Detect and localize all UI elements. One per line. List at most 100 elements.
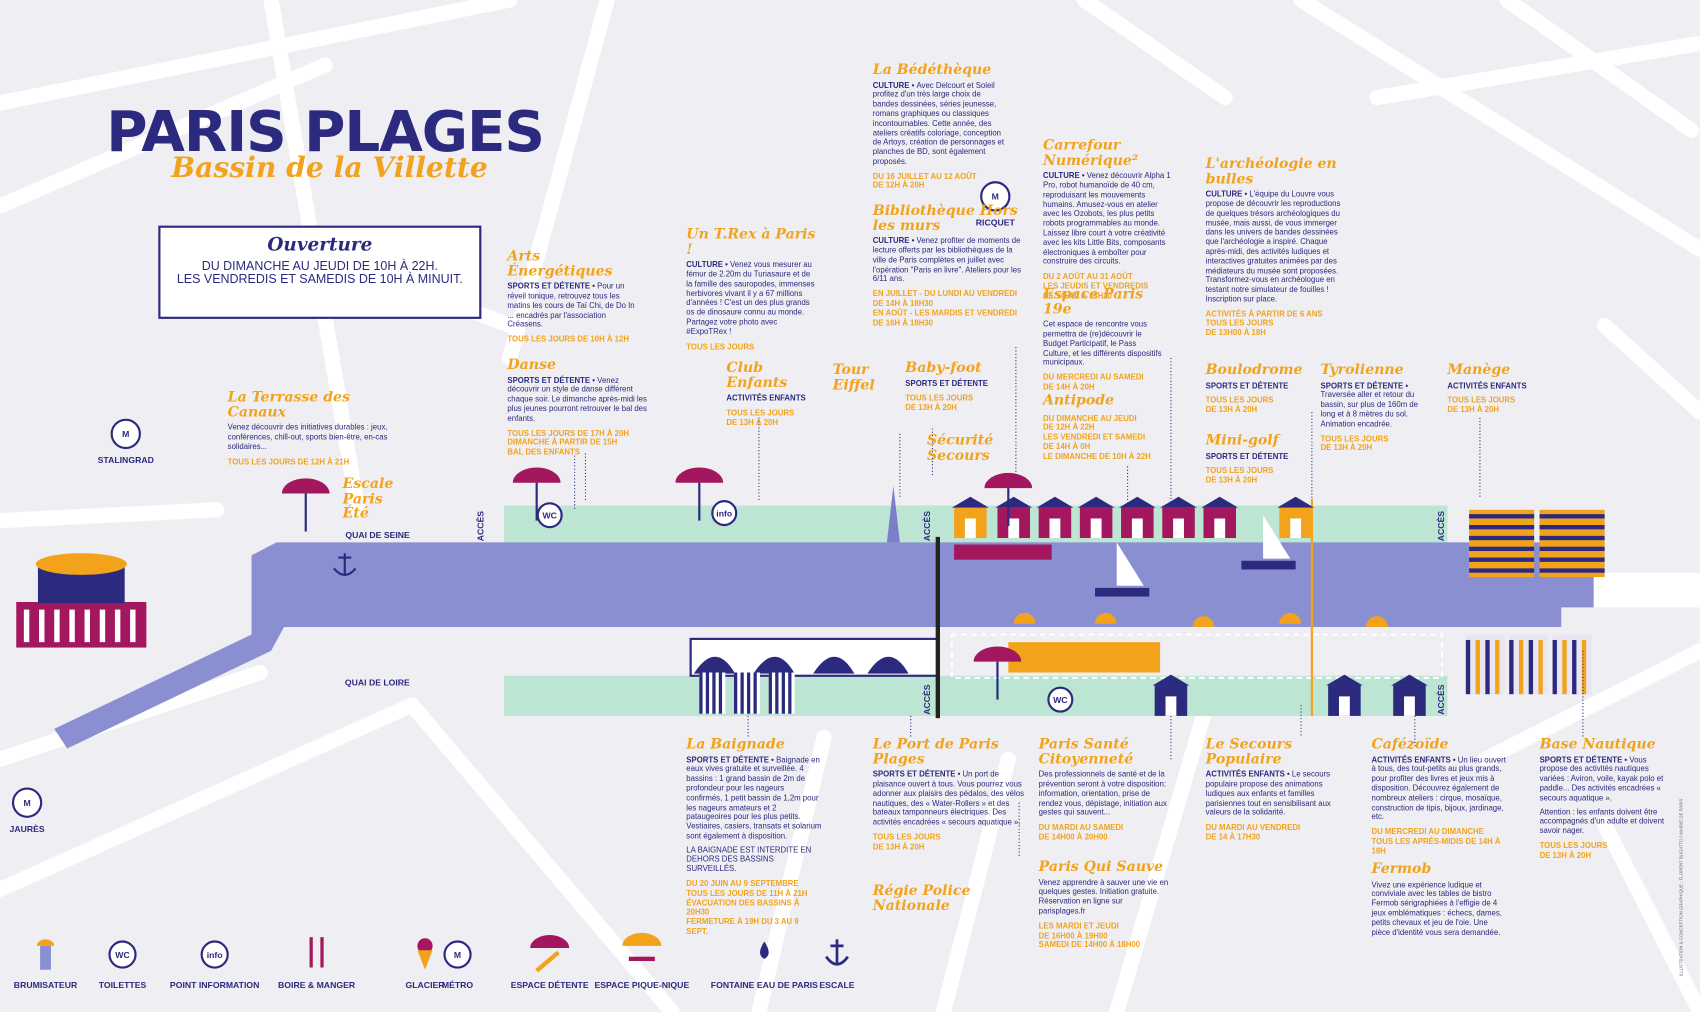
separator: •	[590, 281, 598, 292]
umbrella	[973, 646, 1022, 662]
activity-text: Venez apprendre à sauver une vie en quel…	[1039, 877, 1169, 916]
column	[54, 609, 60, 643]
legend-icon	[760, 941, 769, 959]
activity-description: Pour un réveil tonique, retrouvez tous l…	[507, 281, 635, 330]
stripe	[1469, 524, 1535, 530]
metro-icon	[980, 181, 1011, 212]
schedule-line: DE 13H À 20H	[1205, 475, 1258, 486]
stripe	[788, 672, 792, 714]
access-label: ACCÈS	[922, 511, 932, 542]
separator: •	[955, 769, 963, 780]
schedule-line: TOUS LES JOURS	[1320, 433, 1389, 444]
activity-category: SPORTS ET DÉTENTE	[507, 374, 591, 385]
wc-icon-label: WC	[542, 510, 557, 520]
column	[99, 609, 106, 643]
activity: Baby-foot SPORTS ET DÉTENTE TOUS LES JOURS…	[905, 361, 997, 413]
activity-text: ACTIVITÉS ENFANTS • Un lieu ouvert à tou…	[1372, 755, 1508, 823]
legend-icon	[417, 950, 433, 970]
legend-icon	[36, 939, 55, 946]
schedule-line: TOUS LES JOURS DE 10H À 12H	[507, 334, 629, 345]
activity-category: CULTURE	[872, 235, 910, 246]
stripe	[1539, 514, 1605, 519]
hut-roof	[1325, 674, 1363, 686]
schedule-line: DE 12H À 20H	[872, 180, 925, 191]
activity-name: Base Nautique	[1539, 736, 1656, 753]
legend-icon-label: WC	[115, 950, 130, 960]
stripe	[1581, 639, 1587, 695]
activity-text: CULTURE • Venez découvrir Alpha 1 Pro, r…	[1043, 170, 1175, 267]
wc-icon	[1047, 686, 1074, 713]
street	[1597, 317, 1700, 420]
umbrella	[281, 478, 330, 494]
metro-icon-label: M	[23, 798, 30, 808]
pool-wave	[867, 656, 909, 674]
activity-name: Sécurité Secours	[926, 432, 994, 464]
activity-name: La Baignade	[686, 736, 785, 753]
schedule-line: LES VENDREDI ET SAMEDI	[1043, 431, 1146, 442]
activity-schedule: DU MARDI AU VENDREDI DE 14 À 17H30	[1206, 823, 1352, 842]
activity-description: Avec Delcourt et Soleil profitez d'un tr…	[872, 79, 1005, 166]
activity-name: Paris Qui Sauve	[1038, 859, 1164, 876]
activity-category: SPORTS ET DÉTENTE	[507, 281, 591, 292]
schedule-line: DE 13H À 20H	[1320, 442, 1373, 453]
street	[0, 697, 420, 898]
street	[0, 57, 333, 214]
separator: •	[1079, 170, 1087, 181]
activity-schedule: DU DIMANCHE AU JEUDI DE 12H À 22H LES VEND…	[1043, 413, 1162, 462]
activity: L'archéologie en bulles CULTURE • L'équip…	[1206, 157, 1342, 338]
hull	[1095, 587, 1150, 597]
schedule-line: SAMEDI DE 14H00 À 18H00	[1038, 939, 1141, 950]
activity-description: Un port de plaisance ouvert à tous. Vous…	[872, 769, 1024, 827]
street	[1369, 35, 1700, 106]
quay	[504, 675, 1448, 716]
activity-schedule: TOUS LES JOURS	[686, 341, 816, 352]
hut-door	[964, 518, 976, 539]
separator: •	[1284, 769, 1292, 780]
schedule-line: EN AOÛT - LES MARDIS ET VENDREDI	[872, 307, 1018, 318]
quay-label: QUAI DE LOIRE	[345, 678, 410, 688]
schedule-line: LE DIMANCHE DE 10H À 22H	[1043, 450, 1151, 461]
stripe	[1518, 639, 1524, 695]
schedule-line: DU MERCREDI AU SAMEDI	[1043, 372, 1144, 383]
activity-schedule: EN JUILLET - DU LUNDI AU VENDREDI DE 14H …	[872, 289, 1023, 328]
rotonde	[16, 602, 147, 648]
activity-text: CULTURE • Avec Delcourt et Soleil profit…	[872, 79, 1005, 167]
schedule-line: TOUS LES JOURS	[686, 341, 755, 351]
activity: La Baignade SPORTS ET DÉTENTE • Baignade …	[686, 736, 822, 937]
schedule-line: DE 13H À 20H	[726, 417, 778, 428]
stripe	[753, 672, 757, 714]
street	[1477, 643, 1700, 767]
stripe	[1539, 568, 1605, 573]
stripe	[734, 672, 738, 714]
activity-schedule: TOUS LES JOURS DE 13H À 20H	[726, 408, 813, 428]
metro-label: STALINGRAD	[97, 455, 154, 466]
stripe	[705, 672, 710, 714]
schedule-line: TOUS LES JOURS	[1205, 465, 1274, 476]
activity-text: Venez découvrir des initiatives durables…	[228, 422, 391, 452]
street	[1499, 0, 1699, 138]
legend-icon	[443, 940, 472, 969]
street	[935, 751, 1016, 1012]
schedule-line: DE 16H00 À 19H00	[1038, 930, 1108, 940]
umbrella	[512, 467, 561, 483]
separator: •	[769, 754, 777, 765]
hut-roof	[1077, 496, 1115, 508]
stripe	[1539, 546, 1605, 552]
schedule-line: DE 14H00 À 20H00	[1038, 831, 1108, 842]
stripe	[781, 672, 785, 714]
title: PARIS PLAGES	[106, 99, 545, 165]
pool	[1008, 642, 1161, 673]
activity-category: SPORTS ET DÉTENTE	[905, 378, 989, 388]
activity-category: ACTIVITÉS ENFANTS	[726, 392, 806, 403]
legend-icon	[622, 932, 662, 946]
hut-roof	[1277, 496, 1315, 508]
quay-label: QUAI DE SEINE	[345, 530, 410, 540]
hut-roof	[995, 496, 1033, 508]
column	[23, 609, 30, 643]
schedule-line: TOUS LES APRÈS-MIDIS DE 14H À 18H	[1371, 836, 1501, 856]
stripe	[775, 672, 779, 714]
schedule-line: DE 14H00 À 18H30	[1043, 290, 1112, 301]
hut-door	[1214, 518, 1226, 539]
hut-door	[1338, 696, 1350, 716]
rotonde-dome	[35, 553, 127, 575]
